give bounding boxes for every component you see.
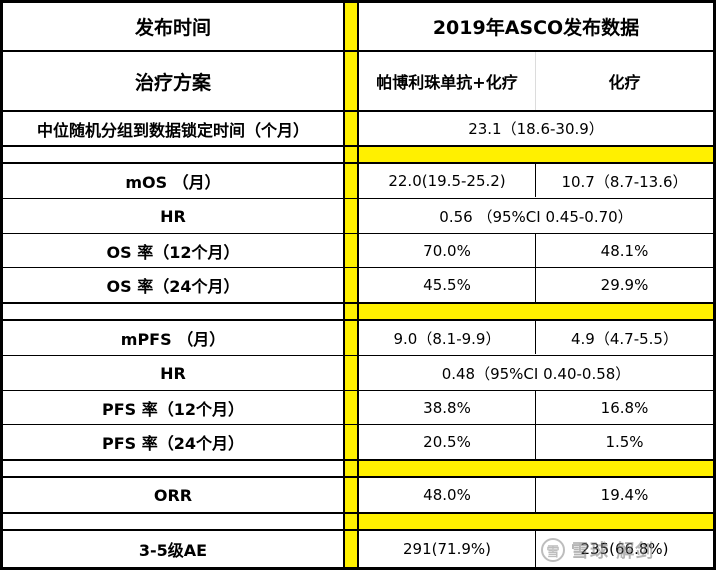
row-value-os24-chemo: 29.9% bbox=[600, 276, 649, 294]
yellow-divider-column bbox=[345, 0, 357, 570]
row-value-mpfs-combo: 9.0（8.1-9.9） bbox=[393, 329, 501, 348]
row-value-median-followup: 23.1（18.6-30.9） bbox=[468, 120, 604, 138]
row-value-ae-combo: 291(71.9%) bbox=[403, 540, 491, 558]
header-regimen: 治疗方案 bbox=[134, 71, 211, 94]
row-value-pfs-hr: 0.48（95%CI 0.40-0.58） bbox=[441, 364, 631, 383]
row-value-ae-chemo: 235(66.8%) bbox=[580, 540, 669, 558]
row-label-pfs-hr: HR bbox=[160, 363, 186, 383]
row-label-os-hr: HR bbox=[160, 206, 186, 226]
yellow-spacer-row-1 bbox=[345, 145, 716, 163]
row-label-orr: ORR bbox=[153, 485, 193, 505]
row-value-pfs24-chemo: 1.5% bbox=[605, 433, 644, 451]
row-label-ae: 3-5级AE bbox=[138, 541, 208, 560]
row-value-pfs24-combo: 20.5% bbox=[423, 433, 471, 451]
row-value-orr-combo: 48.0% bbox=[423, 486, 471, 504]
row-value-os-hr: 0.56 （95%CI 0.45-0.70） bbox=[439, 207, 633, 226]
row-label-os12: OS 率（12个月） bbox=[106, 242, 240, 262]
row-label-mos: mOS （月） bbox=[125, 173, 221, 192]
row-label-pfs12: PFS 率（12个月） bbox=[101, 399, 245, 419]
row-value-mos-combo: 22.0(19.5-25.2) bbox=[388, 172, 506, 190]
header-arm-chemo: 化疗 bbox=[608, 73, 641, 92]
header-arm-combo: 帕博利珠单抗+化疗 bbox=[376, 73, 518, 92]
row-label-mpfs: mPFS （月） bbox=[120, 330, 226, 349]
row-value-os12-combo: 70.0% bbox=[423, 241, 471, 260]
row-label-pfs24: PFS 率（24个月） bbox=[101, 434, 245, 453]
row-value-os12-chemo: 48.1% bbox=[600, 241, 649, 260]
row-value-orr-chemo: 19.4% bbox=[600, 486, 649, 504]
row-value-mos-chemo: 10.7（8.7-13.6） bbox=[561, 172, 688, 191]
row-value-pfs12-chemo: 16.8% bbox=[600, 398, 649, 417]
yellow-spacer-row-4 bbox=[345, 512, 716, 530]
row-label-os24: OS 率（24个月） bbox=[106, 277, 240, 296]
header-release-time: 发布时间 bbox=[134, 17, 211, 39]
header-release-data: 2019年ASCO发布数据 bbox=[432, 17, 640, 39]
row-value-os24-combo: 45.5% bbox=[423, 276, 471, 294]
row-value-mpfs-chemo: 4.9（4.7-5.5） bbox=[571, 329, 678, 348]
yellow-spacer-row-2 bbox=[345, 302, 716, 320]
yellow-spacer-row-3 bbox=[345, 459, 716, 477]
row-label-median-followup: 中位随机分组到数据锁定时间（个月） bbox=[36, 120, 309, 140]
row-value-pfs12-combo: 38.8% bbox=[423, 398, 471, 417]
